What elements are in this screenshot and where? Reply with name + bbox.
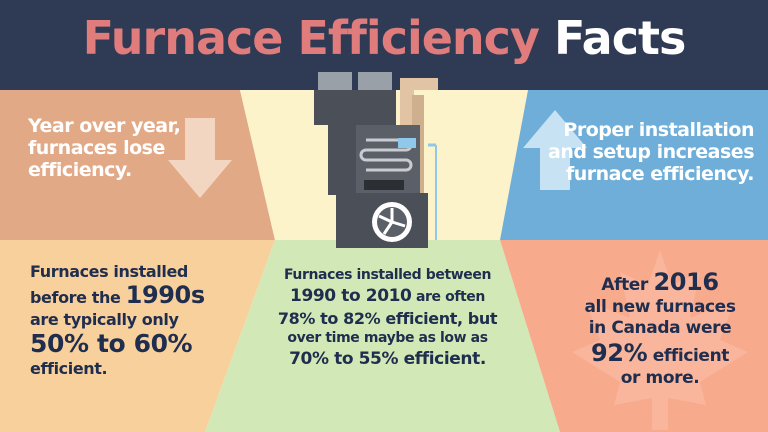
title-part: Facts (553, 11, 686, 65)
text-line: Proper installation (563, 119, 754, 141)
text-line: 70% to 55% efficient. (289, 349, 486, 370)
text-line: or more. (620, 368, 700, 388)
text-line: and setup increases (548, 140, 754, 163)
emphasis: 92% (591, 338, 648, 367)
bottom-right-text: After 2016 all new furnaces in Canada we… (560, 268, 760, 389)
text-line: 1990 to 2010 are often (270, 285, 505, 308)
text: efficient (652, 345, 730, 366)
text-line: efficient. (30, 359, 108, 379)
text-line: Furnaces installed between (283, 267, 492, 283)
text-line: furnace efficiency. (565, 162, 755, 185)
text: are often (415, 288, 485, 305)
text-line: Year over year, (28, 115, 181, 137)
top-right-text: Proper installation and setup increases … (548, 119, 755, 186)
text-line: 78% to 82% efficient, but (277, 308, 498, 328)
title-part: Furnace Efficiency (82, 11, 540, 65)
emphasis: 1990s (125, 281, 205, 310)
emphasis: 1990 to 2010 (290, 285, 412, 306)
bottom-left-panel (0, 240, 275, 432)
text-line: in Canada were (588, 318, 732, 338)
bottom-middle-panel (205, 240, 560, 432)
text-line: before the 1990s (30, 281, 205, 310)
text-line: After 2016 (560, 268, 760, 297)
furnace-illustration (314, 72, 438, 248)
text-line: 92% efficient (560, 339, 760, 368)
top-left-text: Year over year, furnaces lose efficiency… (28, 115, 181, 182)
text: before the (30, 288, 121, 308)
text-line: all new furnaces (584, 297, 736, 318)
text: After (601, 275, 648, 295)
bottom-left-text: Furnaces installed before the 1990s are … (30, 262, 205, 378)
up-arrow (523, 110, 587, 190)
text-line: over time maybe as low as (287, 330, 488, 347)
bottom-middle-text: Furnaces installed between 1990 to 2010 … (270, 266, 505, 371)
emphasis: 50% to 60% (30, 329, 193, 359)
title: Furnace Efficiency Facts (0, 12, 768, 65)
text-line: furnaces lose (28, 136, 165, 159)
text-line: Furnaces installed (30, 262, 188, 281)
down-arrow (168, 118, 232, 198)
maple-leaf (572, 250, 748, 430)
text-line: are typically only (30, 309, 179, 329)
emphasis: 2016 (653, 268, 719, 296)
text-line: efficiency. (28, 158, 132, 181)
